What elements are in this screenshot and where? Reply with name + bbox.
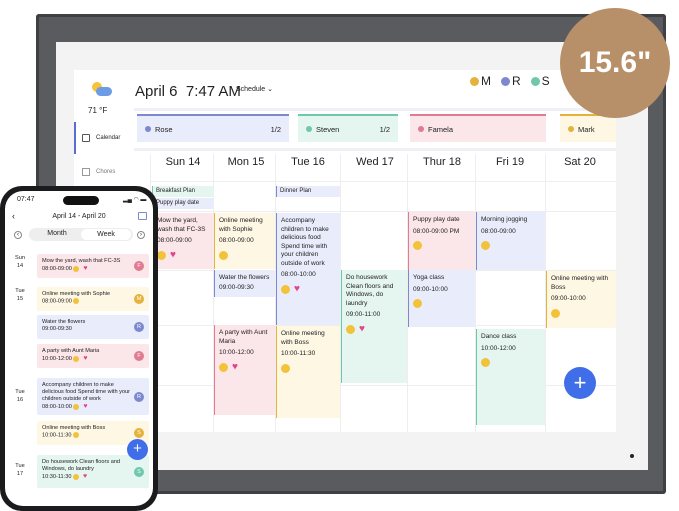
day-header: Tue 16 — [291, 156, 325, 168]
emoji-face-icon — [157, 250, 166, 260]
person-famela[interactable]: Famela — [410, 114, 546, 142]
phone-event[interactable]: Mow the yard, wash that FC-3S 08:00-09:00… — [37, 254, 149, 278]
emoji-face-icon — [219, 362, 228, 372]
legend: M R S — [470, 74, 550, 88]
legend-item-r: R — [501, 74, 521, 88]
day-header: Thur 18 — [423, 156, 461, 168]
legend-item-s: S — [530, 74, 550, 88]
legend-item-m: M — [470, 74, 491, 88]
dynamic-island — [63, 196, 99, 205]
avatar: S — [134, 466, 144, 477]
next-icon[interactable]: › — [137, 231, 145, 239]
calendar-icon[interactable] — [138, 212, 147, 220]
day-header: Fri 19 — [495, 156, 525, 168]
day-label: Tue 17 — [15, 463, 25, 477]
heart-icon: ♥ — [232, 360, 238, 372]
avatar: M — [134, 294, 144, 304]
day-header: Wed 17 — [356, 156, 394, 168]
event-card[interactable]: Online meeting with Boss 09:00-10:00 — [546, 271, 616, 328]
day-header: Mon 15 — [227, 156, 265, 168]
add-event-button[interactable]: + — [564, 367, 596, 399]
avatar: S — [134, 428, 144, 438]
sensor-dot — [630, 454, 634, 458]
person-steven[interactable]: Steven 1/2 — [298, 114, 398, 142]
day-header: Sun 14 — [165, 156, 201, 168]
all-day-event[interactable]: Dinner Plan — [276, 186, 340, 197]
phone-add-button[interactable]: + — [127, 439, 148, 460]
emoji-face-icon — [551, 308, 560, 318]
avatar: R — [134, 391, 144, 402]
emoji-face-icon — [413, 241, 422, 250]
chores-icon — [82, 168, 90, 176]
emoji-face-icon — [481, 358, 490, 367]
day-label: Tue 15 — [15, 288, 25, 302]
sidebar-item-calendar[interactable]: Calendar — [82, 134, 120, 142]
back-icon[interactable]: ‹ — [12, 211, 15, 221]
phone-clock: 07:47 — [17, 196, 35, 203]
divider — [134, 108, 616, 111]
view-label: Schedule — [236, 86, 266, 93]
event-card[interactable]: Do housework Clean floors and Windows, d… — [341, 270, 407, 383]
emoji-face-icon — [481, 241, 490, 250]
page-title: April 6 7:47 AM — [135, 83, 241, 100]
heart-icon: ♥ — [294, 282, 300, 294]
phone-event[interactable]: Online meeting with Sophie 08:00-09:00 M — [37, 287, 149, 311]
prev-icon[interactable]: ‹ — [14, 231, 22, 239]
active-indicator — [74, 122, 76, 154]
person-mark[interactable]: Mark — [560, 114, 616, 142]
event-card[interactable]: Online meeting with Sophie 08:00-09:00 — [214, 213, 275, 269]
all-day-event[interactable]: Puppy play date — [152, 198, 214, 209]
emoji-face-icon — [281, 363, 290, 373]
emoji-face-icon — [346, 324, 355, 334]
emoji-face-icon — [219, 250, 228, 260]
event-card[interactable]: Accompany children to make delicious foo… — [276, 213, 340, 325]
all-day-event[interactable]: Breakfast Plan — [152, 186, 214, 197]
current-time: 7:47 AM — [185, 83, 241, 100]
avatar: F — [134, 351, 144, 361]
avatar: F — [134, 261, 144, 271]
view-dropdown[interactable]: Schedule ⌄ — [236, 85, 273, 93]
view-toggle: Month Week — [29, 228, 133, 241]
emoji-face-icon — [281, 284, 290, 294]
calendar-screen: 71 °F Calendar Chores April 6 7:47 AM Sc… — [74, 70, 616, 432]
event-card[interactable]: Puppy play date 08:00-09:00 PM — [408, 212, 475, 270]
tab-week[interactable]: Week — [81, 229, 131, 240]
person-rose[interactable]: Rose 1/2 — [137, 114, 289, 142]
sidebar-item-chores[interactable]: Chores — [82, 168, 115, 176]
avatar: R — [134, 322, 144, 332]
current-date: April 6 — [135, 83, 178, 100]
day-label: Tue 16 — [15, 389, 25, 403]
heart-icon: ♥ — [170, 248, 176, 260]
phone-event[interactable]: Do housework Clean floors and Windows, d… — [37, 455, 149, 488]
emoji-face-icon — [413, 299, 422, 308]
tab-month[interactable]: Month — [47, 230, 67, 237]
event-card[interactable]: Morning jogging 08:00-09:00 — [476, 212, 545, 270]
event-card[interactable]: Dance class 10:00-12:00 — [476, 329, 545, 425]
partly-cloudy-icon — [90, 82, 112, 96]
chevron-down-icon: ⌄ — [267, 86, 274, 93]
divider — [134, 148, 616, 151]
status-icons: ▂▄ ◠ ▬ — [123, 197, 147, 203]
temperature: 71 °F — [88, 106, 108, 115]
calendar-icon — [82, 134, 90, 142]
phone-screen: 07:47 ▂▄ ◠ ▬ ‹ April 14 - April 20 ‹ Mon… — [5, 191, 153, 506]
phone-event[interactable]: Online meeting with Boss 10:00-11:30 S — [37, 421, 149, 445]
phone-event[interactable]: Accompany children to make delicious foo… — [37, 378, 149, 415]
event-card[interactable]: Yoga class 09:00-10:00 — [408, 270, 475, 327]
event-card[interactable]: Water the flowers 09:00-09:30 — [214, 270, 275, 297]
heart-icon: ♥ — [359, 322, 365, 334]
event-card[interactable]: A party with Aunt Maria 10:00-12:00 ♥ — [214, 325, 275, 415]
screen-size-badge: 15.6" — [560, 8, 670, 118]
event-card[interactable]: Online meeting with Boss 10:00-11:30 — [276, 326, 340, 418]
event-card[interactable]: Mow the yard, wash that FC-3S 08:00-09:00… — [152, 213, 213, 269]
phone-event[interactable]: Water the flowers 09:00-09:30 R — [37, 315, 149, 339]
day-header: Sat 20 — [564, 156, 596, 168]
day-label: Sun 14 — [15, 255, 25, 269]
phone: 07:47 ▂▄ ◠ ▬ ‹ April 14 - April 20 ‹ Mon… — [0, 186, 158, 511]
date-range: April 14 - April 20 — [52, 213, 106, 220]
phone-event[interactable]: A party with Aunt Maria 10:00-12:00 ♥ F — [37, 344, 149, 368]
